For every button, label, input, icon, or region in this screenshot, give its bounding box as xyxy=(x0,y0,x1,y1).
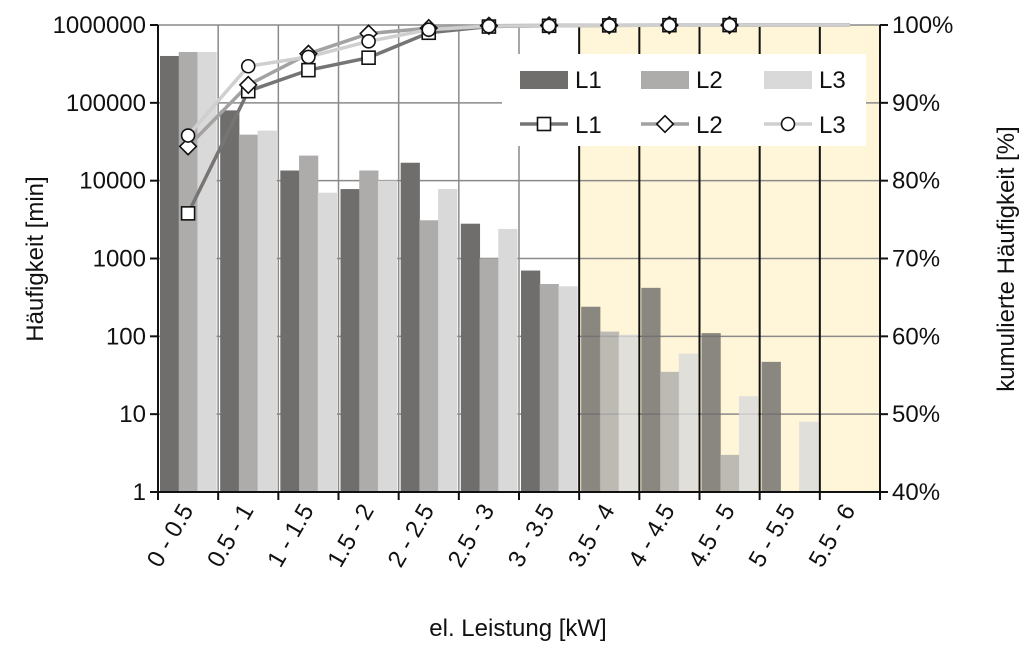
x-tick-label: 4.5 - 5 xyxy=(683,500,740,572)
bars xyxy=(160,51,819,493)
legend-bar-swatch-l2 xyxy=(641,71,689,89)
x-tick-label: 3 - 3.5 xyxy=(503,500,560,572)
bar-l2 xyxy=(720,454,740,492)
bar-l2 xyxy=(539,284,559,492)
y-left-axis-title: Häufigkeit [min] xyxy=(22,176,49,341)
bar-l3 xyxy=(317,192,337,492)
bar-l3 xyxy=(558,286,578,492)
x-tick-label: 1 - 1.5 xyxy=(262,500,319,572)
x-tick-label: 0 - 0.5 xyxy=(142,500,199,572)
legend-bar-label-l3: L3 xyxy=(819,67,846,94)
bar-l2 xyxy=(479,258,499,492)
x-tick-label: 2 - 2.5 xyxy=(383,500,440,572)
bar-l3 xyxy=(438,189,458,492)
bar-l2 xyxy=(299,155,319,492)
y-left-tick-label: 1 xyxy=(133,479,146,506)
bar-l3 xyxy=(799,421,819,492)
bar-l1 xyxy=(581,306,601,492)
bar-l1 xyxy=(521,270,541,492)
marker-l3 xyxy=(301,49,316,65)
bar-l3 xyxy=(377,180,398,492)
bar-l3 xyxy=(618,334,638,492)
bar-l3 xyxy=(498,228,518,492)
bar-l3 xyxy=(257,130,277,492)
legend-bar-swatch-l3 xyxy=(764,71,812,89)
x-tick-label: 5 - 5.5 xyxy=(744,500,801,572)
y-right-tick-label: 60% xyxy=(892,323,940,350)
x-tick-label: 1.5 - 2 xyxy=(322,500,379,572)
y-right-axis-title: kumulierte Häufigkeit [%] xyxy=(993,126,1020,391)
y-left-tick-label: 100 xyxy=(106,323,146,350)
x-tick-label: 5.5 - 6 xyxy=(804,500,861,572)
marker-l3 xyxy=(421,22,437,37)
bar-l1 xyxy=(460,223,481,492)
bar-l2 xyxy=(419,220,439,492)
x-tick-label: 2.5 - 3 xyxy=(443,500,500,572)
y-right-tick-label: 80% xyxy=(892,168,940,195)
legend-line-label-l1: L1 xyxy=(575,112,602,139)
y-right-tick-label: 90% xyxy=(892,90,940,117)
x-tick-label: 4 - 4.5 xyxy=(623,500,680,572)
bar-l1 xyxy=(641,287,661,492)
x-axis-title: el. Leistung [kW] xyxy=(429,615,606,642)
bar-l1 xyxy=(220,110,240,492)
y-left-tick-label: 1000000 xyxy=(53,12,146,39)
marker-l3 xyxy=(601,18,617,33)
legend-background xyxy=(502,54,866,146)
marker-l1 xyxy=(301,62,316,78)
y-left-tick-label: 10 xyxy=(119,401,146,428)
y-right-tick-label: 100% xyxy=(892,12,953,39)
legend-line-label-l3: L3 xyxy=(819,112,846,139)
marker-l3 xyxy=(361,34,376,49)
bar-l2 xyxy=(238,134,259,492)
bar-l3 xyxy=(738,396,759,492)
bar-l2 xyxy=(599,331,620,492)
y-right-tick-label: 40% xyxy=(892,479,940,506)
marker-l2 xyxy=(178,136,198,156)
bar-l1 xyxy=(340,189,360,492)
bar-l2 xyxy=(359,170,379,493)
marker-l3 xyxy=(662,17,677,33)
bar-l1 xyxy=(160,55,180,493)
marker-l3 xyxy=(541,18,557,34)
y-left-tick-label: 10000 xyxy=(79,168,146,195)
marker-l1 xyxy=(180,206,196,221)
legend-bar-label-l2: L2 xyxy=(696,67,723,94)
x-tick-label: 0.5 - 1 xyxy=(202,500,259,572)
bar-l1 xyxy=(761,361,781,492)
bar-l2 xyxy=(178,51,198,492)
marker-l1 xyxy=(361,50,376,65)
marker-l2 xyxy=(238,75,258,95)
legend-bar-label-l1: L1 xyxy=(575,67,602,94)
legend-line-marker-l2 xyxy=(655,114,675,134)
legend-line-marker-l1 xyxy=(536,116,552,132)
x-tick-label: 3.5 - 4 xyxy=(563,500,620,572)
cumulative-lines xyxy=(178,15,851,221)
legend-line-marker-l3 xyxy=(780,116,796,132)
legend-line-label-l2: L2 xyxy=(696,112,723,139)
y-left-tick-label: 1000 xyxy=(93,246,146,273)
y-left-tick-label: 100000 xyxy=(66,90,146,117)
marker-l3 xyxy=(722,17,737,33)
bar-l1 xyxy=(701,333,721,492)
bar-l2 xyxy=(660,371,680,492)
bar-l1 xyxy=(400,162,420,493)
legend: L1 L2 L3 L1 L2 L3 xyxy=(502,54,866,146)
y-right-tick-label: 70% xyxy=(892,246,940,273)
marker-l3 xyxy=(180,128,196,143)
legend-bar-swatch-l1 xyxy=(520,71,568,89)
marker-l3 xyxy=(240,58,256,74)
bar-l1 xyxy=(280,170,300,493)
marker-l3 xyxy=(481,18,497,34)
y-right-tick-label: 50% xyxy=(892,401,940,428)
bar-l3 xyxy=(678,353,698,492)
